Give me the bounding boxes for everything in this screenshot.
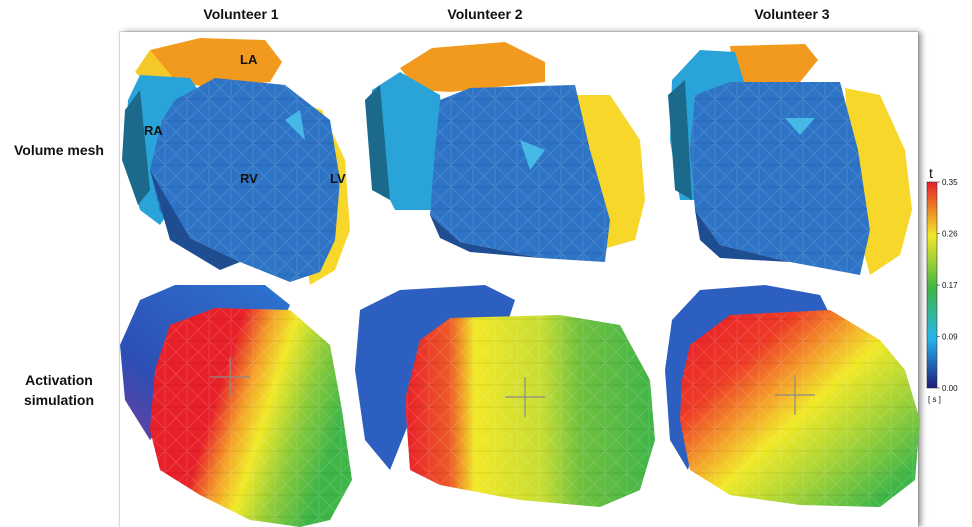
colorbar-ticks xyxy=(937,181,940,389)
mesh-facet-overlay xyxy=(150,308,352,527)
activation-volunteer-3 xyxy=(665,285,920,507)
colorbar-gradient xyxy=(926,181,938,389)
mesh-facet-overlay xyxy=(405,315,655,507)
colorbar-title: t xyxy=(929,168,933,181)
mesh-la-chamber xyxy=(400,42,545,92)
label-ra: RA xyxy=(144,123,163,138)
mesh-highlight xyxy=(285,110,305,140)
mesh-la-chamber xyxy=(150,38,282,88)
mesh-ra-dark-edge xyxy=(122,90,150,205)
row-label-volume-mesh: Volume mesh xyxy=(4,140,114,160)
mesh-shadow xyxy=(695,210,790,262)
colorbar-tick-label: 0.26 xyxy=(942,230,958,239)
label-rv: RV xyxy=(240,171,258,186)
mesh-shadow xyxy=(430,215,540,258)
mesh-facet-overlay xyxy=(680,310,920,507)
mesh-volunteer-1: LA RA RV LV xyxy=(122,38,350,285)
column-title-volunteer-3: Volunteer 3 xyxy=(754,6,830,22)
colorbar-tick-label: 0.17 xyxy=(942,281,958,290)
mesh-facet-overlay xyxy=(430,85,610,262)
stimulus-crosshair xyxy=(210,357,250,397)
colorbar-unit: [ s ] xyxy=(928,395,941,404)
row-label-line: simulation xyxy=(23,392,94,408)
label-lv: LV xyxy=(330,171,346,186)
mesh-ra-dark-edge xyxy=(365,85,390,200)
mesh-highlight xyxy=(520,140,545,170)
mesh-facet-overlay xyxy=(150,78,340,282)
mesh-shadow xyxy=(150,170,240,270)
row-label-line: Volume mesh xyxy=(14,142,104,158)
stimulus-crosshair xyxy=(505,377,545,417)
stimulus-crosshair xyxy=(775,375,815,415)
colorbar-tick-label: 0.09 xyxy=(942,333,958,342)
mesh-volunteer-3 xyxy=(668,44,912,275)
colorbar-tick-label: 0.00 xyxy=(942,384,958,393)
mesh-volunteer-2 xyxy=(365,42,645,262)
activation-volunteer-1 xyxy=(120,285,352,527)
colorbar-tick-label: 0.35 xyxy=(942,178,958,187)
activation-volunteer-2 xyxy=(355,285,655,507)
column-title-volunteer-1: Volunteer 1 xyxy=(203,6,279,22)
activation-time-colorbar: t 0.35 0.26 0.17 0.09 0.00 [ s ] xyxy=(926,168,958,404)
mesh-ra-dark-edge xyxy=(668,80,692,200)
mesh-ra-chamber xyxy=(370,72,445,210)
activation-atrium xyxy=(665,285,830,470)
column-title-volunteer-2: Volunteer 2 xyxy=(447,6,523,22)
mesh-highlight xyxy=(785,118,815,135)
row-label-activation-simulation: Activation simulation xyxy=(4,370,114,410)
mesh-facet-overlay xyxy=(690,82,870,275)
row-label-line: Activation xyxy=(25,372,93,388)
mesh-la-chamber xyxy=(730,44,818,82)
label-la: LA xyxy=(240,52,258,67)
